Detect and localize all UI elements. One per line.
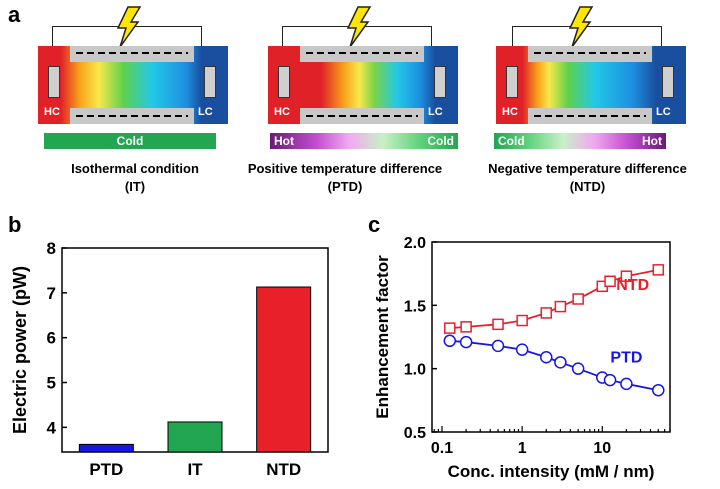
data-point-ntd	[492, 318, 504, 331]
bar-chart-electric-power: 4 5 6 7 8 PTD IT NTD Electric power (pW)	[10, 239, 329, 479]
electrode-icon	[278, 66, 290, 98]
bar-it	[167, 421, 223, 453]
data-point-ptd	[491, 339, 505, 353]
lightning-bolt-icon	[568, 6, 594, 48]
data-point-ptd	[620, 377, 633, 391]
electrode-icon	[204, 66, 216, 98]
panel-label-b: b	[8, 212, 22, 237]
y-tick-label: 1.0	[404, 362, 426, 379]
data-point-ntd	[460, 321, 472, 333]
y-tick-label: 6	[47, 329, 56, 348]
lc-label: LC	[198, 106, 213, 118]
device-ptd: HC LC	[268, 46, 458, 124]
temperature-bar-isothermal: Cold	[44, 133, 216, 149]
y-tick-label: 1.5	[404, 298, 426, 315]
data-point-ntd	[652, 264, 665, 276]
data-point-ntd	[620, 270, 633, 282]
electrode-icon	[662, 66, 674, 98]
data-point-ntd	[516, 314, 528, 327]
device-ntd: HC LC	[496, 46, 686, 124]
bar-ntd	[256, 286, 312, 453]
series-label-ntd: NTD	[616, 277, 649, 294]
hc-label: HC	[44, 106, 60, 118]
line-chart-enhancement-factor: 0.5 1.0 1.5 2.0 0.1 1 10 NTD PTD Enhancement fact…	[373, 235, 671, 481]
device-isothermal: HC LC	[38, 46, 228, 124]
data-point-ntd	[540, 307, 553, 319]
x-tick-label: 0.1	[431, 440, 453, 457]
x-tick-label: 10	[593, 440, 611, 457]
series-label-ptd: PTD	[610, 349, 642, 366]
temperature-bar-ptd: Hot Cold	[270, 133, 458, 149]
plot-frame	[431, 241, 671, 433]
data-point-ptd	[603, 373, 617, 387]
y-tick-label: 2.0	[404, 235, 426, 252]
electrode-icon	[434, 66, 446, 98]
hc-label: HC	[274, 106, 290, 118]
electrode-icon	[48, 66, 60, 98]
data-point-ptd	[443, 334, 457, 348]
lightning-bolt-icon	[116, 6, 142, 48]
data-point-ntd	[572, 293, 584, 305]
y-tick-label: 7	[47, 284, 56, 303]
temperature-bar-ntd: Cold Hot	[494, 133, 666, 149]
y-axis-label: Enhancement factor	[373, 255, 392, 419]
x-tick-label: NTD	[266, 460, 301, 479]
data-point-ptd	[554, 356, 567, 369]
lightning-bolt-icon	[346, 6, 372, 48]
data-point-ptd	[459, 335, 473, 349]
x-tick-label: PTD	[89, 460, 123, 479]
data-point-ptd	[540, 351, 553, 364]
data-point-ntd	[604, 275, 616, 288]
data-point-ntd	[444, 322, 456, 334]
hc-label: HC	[502, 106, 518, 118]
lc-label: LC	[428, 106, 443, 118]
y-tick-label: 4	[47, 418, 57, 437]
y-tick-label: 5	[47, 374, 56, 393]
electrode-icon	[506, 66, 518, 98]
bar-ptd	[78, 443, 134, 453]
panel-label-c: c	[368, 212, 381, 237]
caption-isothermal: Isothermal condition (IT)	[71, 161, 199, 194]
data-point-ptd	[571, 362, 585, 375]
x-tick-label: IT	[187, 460, 203, 479]
data-point-ntd	[554, 300, 567, 313]
panel-label-a: a	[8, 2, 21, 27]
y-axis-label: Electric power (pW)	[10, 266, 30, 434]
caption-ntd: Negative temperature difference (NTD)	[488, 161, 687, 194]
data-point-ptd	[652, 383, 665, 397]
caption-ptd: Positive temperature difference (PTD)	[247, 161, 443, 194]
lc-label: LC	[656, 106, 671, 118]
data-point-ptd	[515, 343, 529, 356]
x-axis-label: Conc. intensity (mM / nm)	[448, 462, 655, 481]
x-tick-label: 1	[518, 440, 527, 457]
y-tick-label: 0.5	[404, 425, 426, 442]
y-tick-label: 8	[47, 239, 56, 258]
